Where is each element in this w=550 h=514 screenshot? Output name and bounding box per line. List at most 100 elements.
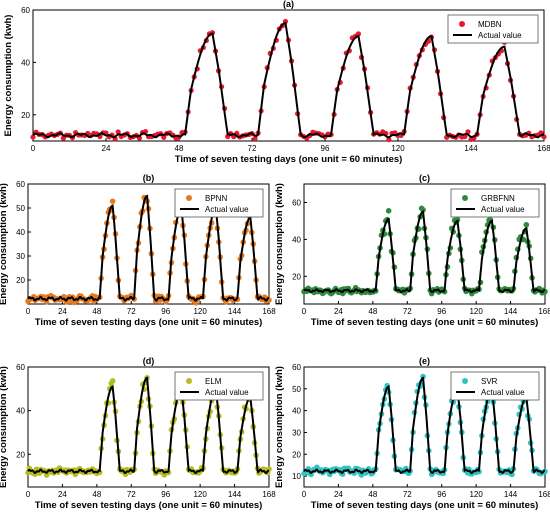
actual-value-line (303, 210, 546, 294)
legend-marker-dot (462, 378, 468, 384)
x-tick-label: 72 (403, 307, 412, 316)
y-tick-label: 50 (292, 385, 301, 394)
legend-marker-dot (186, 195, 192, 201)
x-tick-label: 96 (437, 307, 446, 316)
y-axis-title: Energy consumption (kwh) (0, 366, 9, 488)
x-tick-label: 144 (504, 490, 518, 499)
x-tick-label: 96 (161, 490, 170, 499)
legend-label-model: MDBN (478, 20, 502, 29)
y-axis-title: Energy consumption (kwh) (274, 366, 285, 488)
prediction-point (30, 134, 36, 140)
legend: ELM Actual value (174, 371, 264, 401)
legend-label-actual: Actual value (205, 205, 249, 214)
x-tick-label: 48 (368, 490, 377, 499)
plot-frame (27, 366, 270, 488)
actual-value-line (303, 376, 546, 475)
x-tick-label: 168 (537, 144, 550, 153)
x-tick-label: 168 (262, 490, 276, 499)
x-axis-title: Time of seven testing days (one unit = 6… (175, 154, 403, 165)
y-tick-label: 40 (16, 228, 25, 237)
x-tick-label: 120 (469, 307, 483, 316)
prediction-point (252, 135, 258, 142)
x-tick-label: 0 (26, 490, 31, 499)
legend-label-actual: Actual value (481, 205, 525, 214)
plot-frame (303, 183, 546, 305)
prediction-point (523, 221, 530, 228)
y-axis-title: Energy consumption (kwh) (274, 183, 285, 305)
legend-label-actual: Actual value (481, 388, 525, 397)
legend: GRBFNN Actual value (450, 188, 540, 218)
legend: SVR Actual value (450, 371, 540, 401)
panel-label: (c) (419, 173, 430, 183)
x-tick-label: 120 (193, 490, 207, 499)
y-tick-label: 50 (16, 204, 25, 213)
panel-label: (a) (283, 0, 294, 9)
actual-value-line (27, 194, 270, 302)
prediction-point (115, 129, 121, 135)
legend-box (447, 14, 539, 44)
x-tick-label: 72 (248, 144, 257, 153)
y-tick-label: 40 (16, 407, 25, 416)
x-tick-label: 72 (127, 490, 136, 499)
x-tick-label: 168 (262, 307, 276, 316)
legend-label-model: SVR (481, 377, 498, 386)
x-tick-label: 24 (102, 144, 111, 153)
x-tick-label: 24 (58, 307, 67, 316)
legend-label-actual: Actual value (478, 31, 522, 40)
y-tick-label: 20 (21, 111, 30, 120)
x-tick-label: 48 (92, 307, 101, 316)
x-tick-label: 168 (538, 307, 550, 316)
x-tick-label: 120 (469, 490, 483, 499)
y-tick-label: 20 (292, 272, 301, 281)
legend-label-model: ELM (205, 377, 222, 386)
y-tick-label: 60 (21, 6, 30, 15)
legend-marker-dot (462, 195, 468, 201)
legend-marker-dot (186, 378, 192, 384)
prediction-point (109, 377, 116, 384)
y-tick-label: 30 (16, 252, 25, 261)
x-axis-title: Time of seven testing days (one unit = 6… (35, 317, 263, 328)
prediction-point (385, 207, 392, 214)
prediction-point (386, 137, 392, 143)
prediction-point (161, 134, 167, 140)
x-tick-label: 168 (538, 490, 550, 499)
plot-frame (32, 9, 545, 142)
legend-label-model: GRBFNN (481, 194, 515, 203)
x-tick-label: 48 (175, 144, 184, 153)
legend-box (174, 188, 264, 218)
prediction-point (355, 31, 362, 37)
y-tick-label: 20 (292, 450, 301, 459)
x-tick-label: 96 (437, 490, 446, 499)
actual-value-line (32, 21, 545, 139)
x-tick-label: 24 (334, 307, 343, 316)
x-tick-label: 48 (92, 490, 101, 499)
legend-label-actual: Actual value (205, 388, 249, 397)
y-tick-label: 30 (292, 428, 301, 437)
x-tick-label: 0 (302, 490, 307, 499)
actual-value-line (27, 376, 270, 475)
x-tick-label: 48 (368, 307, 377, 316)
legend: MDBN Actual value (447, 14, 539, 44)
x-tick-label: 120 (391, 144, 405, 153)
y-tick-label: 10 (292, 472, 301, 481)
x-tick-label: 24 (334, 490, 343, 499)
legend-box (174, 371, 264, 401)
panel-label: (e) (419, 356, 430, 366)
legend: BPNN Actual value (174, 188, 264, 218)
chart-panel-b: 0 24 48 72 96 120 144 168 20 30 40 50 60 Time of seve… (0, 173, 276, 328)
y-axis-title: Energy consumption (kwh) (0, 183, 9, 305)
legend-marker-dot (459, 21, 465, 27)
plot-frame (27, 183, 270, 305)
x-tick-label: 0 (26, 307, 31, 316)
x-tick-label: 96 (321, 144, 330, 153)
y-tick-label: 40 (292, 407, 301, 416)
legend-box (450, 371, 540, 401)
y-tick-label: 20 (16, 450, 25, 459)
x-tick-label: 144 (464, 144, 478, 153)
x-axis-title: Time of seven testing days (one unit = 6… (35, 500, 263, 511)
x-tick-label: 120 (193, 307, 207, 316)
plot-frame (303, 366, 546, 488)
x-axis-title: Time of seven testing days (one unit = 6… (311, 500, 539, 511)
chart-panel-c: 0 24 48 72 96 120 144 168 20 40 60 Time of seven te… (274, 173, 550, 328)
